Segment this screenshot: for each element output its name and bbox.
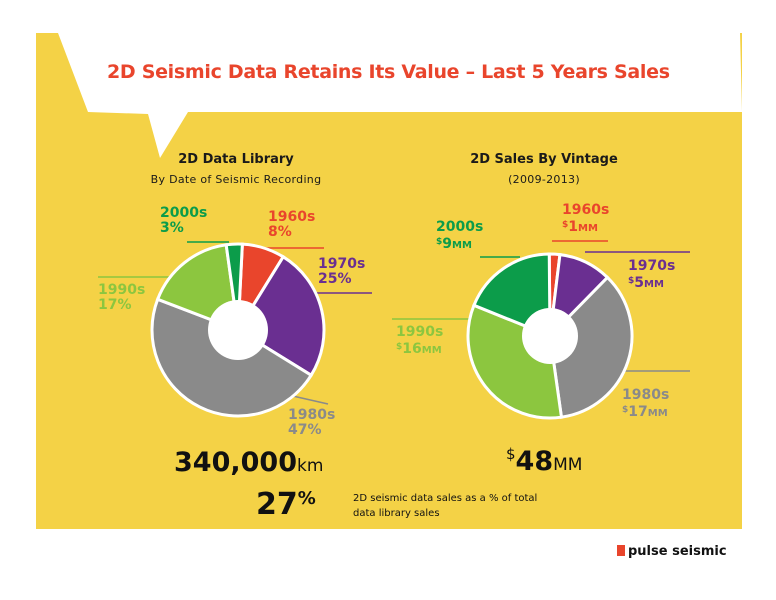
label-name: 1960s [562, 202, 610, 218]
label-number: 1 [568, 219, 579, 235]
sales-total-currency: $ [506, 445, 516, 463]
library-label-1970s: 1970s 25% [318, 257, 365, 287]
label-currency: $ [436, 237, 443, 247]
sales-label-1960s: 1960s $1MM [562, 203, 609, 236]
label-name: 1970s [318, 256, 366, 272]
sales-label-2000s: 2000s $9MM [436, 220, 483, 253]
library-slice-1970s [235, 254, 326, 378]
library-chart-title: 2D Data Library [178, 152, 294, 167]
label-currency: $ [628, 276, 635, 286]
label-number: 5 [634, 275, 645, 291]
label-unit: MM [644, 279, 664, 290]
sales-chart-subtitle: (2009-2013) [508, 173, 580, 186]
label-value: 3% [160, 220, 184, 236]
sales-donut [466, 252, 634, 420]
sales-slice-1980s [548, 275, 634, 419]
library-total: 340,000km [174, 447, 323, 478]
library-label-1960s: 1960s 8% [268, 210, 315, 240]
sales-total-value: 48 [515, 446, 554, 477]
label-value: 47% [288, 422, 322, 438]
label-name: 1970s [628, 258, 676, 274]
library-chart-subtitle: By Date of Seismic Recording [150, 173, 322, 186]
library-donut-hole [208, 300, 268, 360]
label-number: 17 [628, 404, 648, 420]
label-value: 17% [98, 297, 132, 313]
sales-donut-hole [522, 308, 578, 364]
sales-label-1990s: 1990s $16MM [396, 325, 443, 358]
label-number: 9 [442, 236, 453, 252]
label-currency: $ [562, 220, 569, 230]
label-unit: MM [452, 240, 472, 251]
label-unit: MM [578, 223, 598, 234]
sales-total-unit: MM [553, 455, 583, 475]
label-name: 1980s [622, 387, 670, 403]
sales-percentage: 27% [256, 487, 316, 522]
label-currency: $ [396, 342, 403, 352]
label-unit: MM [421, 345, 442, 356]
library-total-unit: km [296, 456, 324, 476]
library-label-1990s: 1990s 17% [98, 283, 145, 313]
percentage-caption: 2D seismic data sales as a % of total da… [353, 493, 538, 519]
label-value: 25% [318, 271, 352, 287]
sales-label-1970s: 1970s $5MM [628, 259, 675, 292]
pulse-seismic-logo: pulse seismic [617, 544, 727, 559]
label-name: 1990s [396, 324, 444, 340]
label-name: 2000s [436, 219, 484, 235]
library-donut [150, 242, 326, 418]
percentage-value: 27 [256, 487, 298, 522]
label-unit: MM [647, 408, 668, 419]
sales-chart-title: 2D Sales By Vintage [470, 152, 618, 167]
label-name: 1990s [98, 282, 146, 298]
percentage-sign: % [297, 488, 316, 509]
library-label-1980s: 1980s 47% [288, 408, 335, 438]
library-label-2000s: 2000s 3% [160, 206, 207, 236]
label-currency: $ [622, 405, 629, 415]
sales-total: $48MM [506, 445, 582, 477]
label-value: 8% [268, 224, 292, 240]
label-name: 1980s [288, 407, 336, 423]
label-number: 16 [402, 341, 422, 357]
label-name: 1960s [268, 209, 316, 225]
logo-mark-icon [617, 545, 625, 556]
label-name: 2000s [160, 205, 208, 221]
logo-text: pulse seismic [628, 544, 727, 559]
library-total-value: 340,000 [174, 447, 297, 478]
sales-label-1980s: 1980s $17MM [622, 388, 669, 421]
page-title: 2D Seismic Data Retains Its Value – Last… [107, 61, 670, 83]
